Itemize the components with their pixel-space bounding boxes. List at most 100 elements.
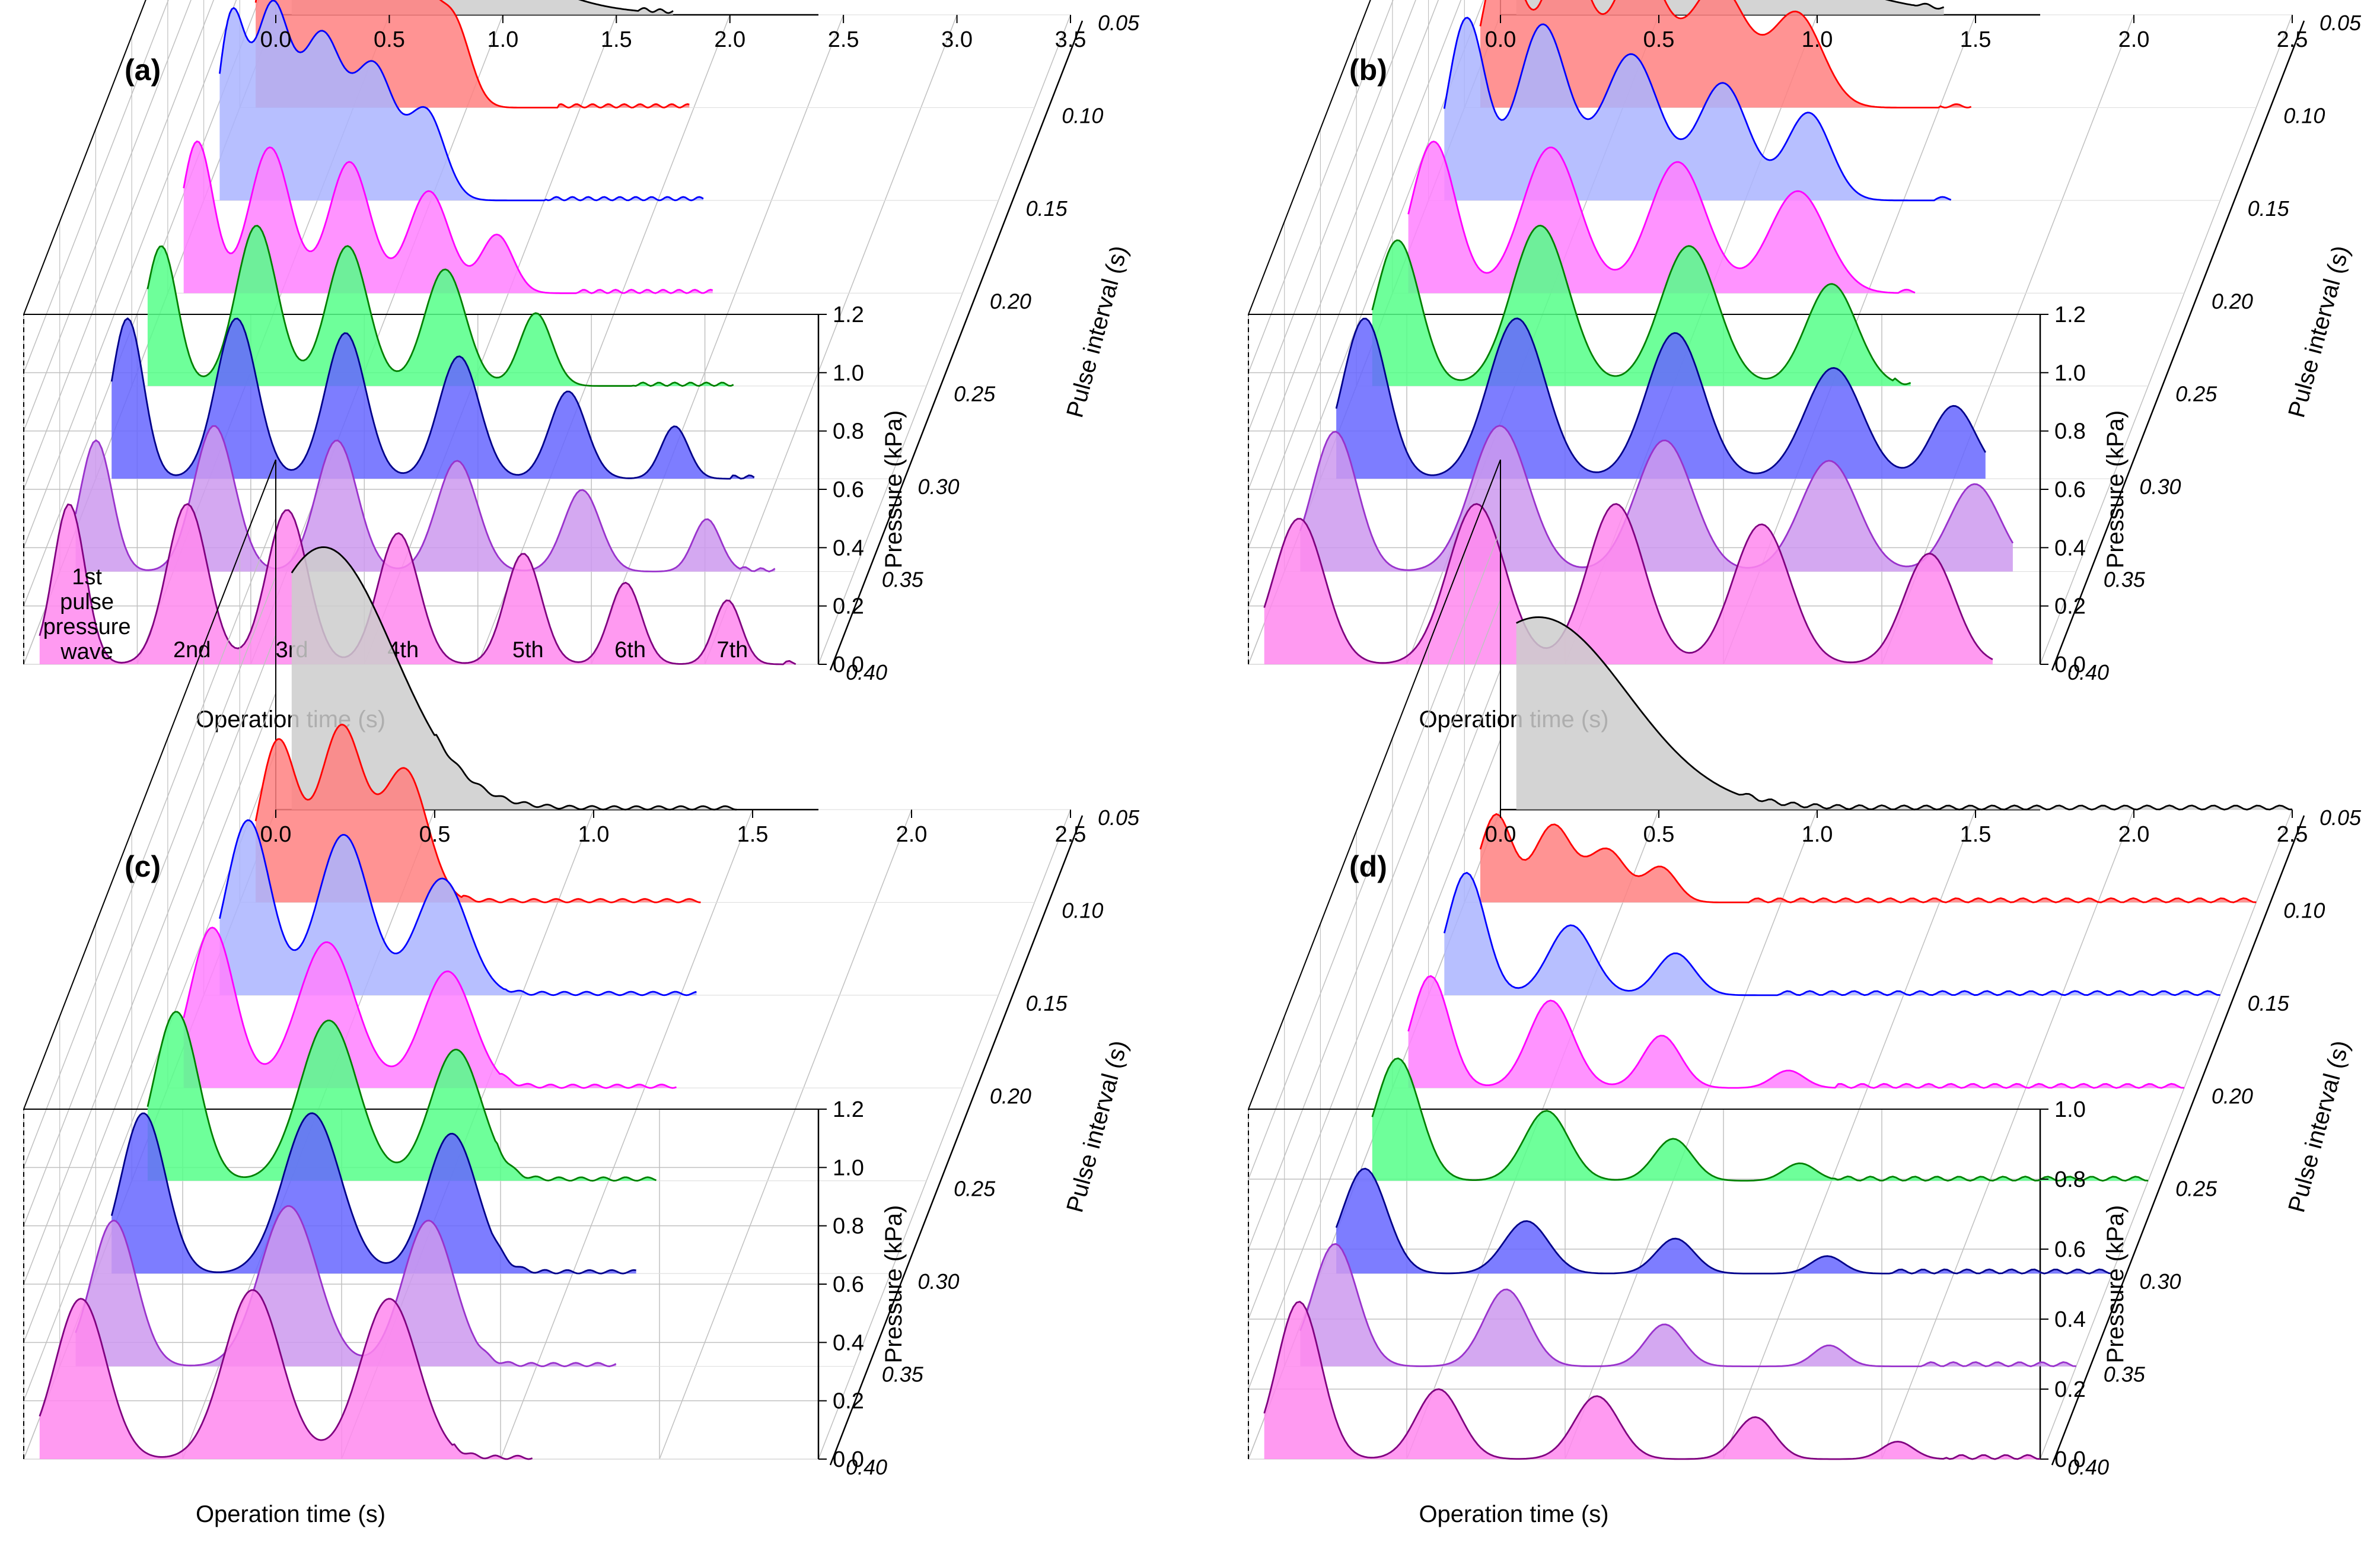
y-tick-label: 0.35	[2104, 1362, 2146, 1387]
x-axis-title: Operation time (s)	[196, 1501, 385, 1527]
grid-line	[23, 0, 215, 490]
series-line-0.10	[1479, 0, 1972, 109]
x-tick-label: 2.0	[2118, 822, 2150, 847]
series-line-0.35	[75, 1205, 617, 1368]
y-tick-label: 0.20	[990, 289, 1031, 313]
z-tick-label: 0.6	[833, 1272, 864, 1297]
series-group	[39, 0, 796, 665]
z-tick-label: 0.4	[2054, 1307, 2086, 1332]
grid-line	[1723, 809, 1976, 1460]
z-tick-label: 0.6	[2054, 1237, 2086, 1262]
z-tick-label: 0.0	[833, 1447, 864, 1472]
series-line-0.40	[39, 503, 796, 665]
grid-line	[23, 693, 276, 1343]
z-axis-title: Pressure (kPa)	[2102, 1205, 2129, 1364]
grid-line	[500, 809, 753, 1460]
series-line-0.40	[1263, 1301, 2041, 1460]
z-tick-label: 0.8	[2054, 1167, 2086, 1192]
y-axis-line	[829, 815, 1084, 1466]
series-line-0.15	[219, 819, 697, 996]
y-tick-label: 0.10	[1062, 103, 1103, 128]
ticks: 0.0 0.5 1.0 1.5 2.0 2.5 3.0 3.5 0.0 0.2 0.4 0.6 0.8 1…	[260, 11, 1140, 684]
grid-line	[818, 14, 1071, 665]
grid-line	[23, 0, 237, 548]
left-wall-top-edge	[23, 459, 276, 1110]
series-area-0.10	[1480, 0, 1971, 108]
annotation-line: pressure	[43, 614, 131, 639]
panel-d: 0.0 0.5 1.0 1.5 2.0 2.5 0.0 0.2 0.4 0.6 0.8 1.0 0.05…	[1248, 459, 2362, 1527]
grid-line	[23, 634, 276, 1285]
grid-line	[704, 14, 958, 665]
grid-line	[23, 0, 169, 373]
z-tick-label: 0.8	[2054, 419, 2086, 444]
series-line-0.15	[219, 0, 704, 202]
series-line-0.20	[183, 926, 677, 1089]
series-line-0.15	[1443, 872, 2220, 996]
grid-line	[1248, 669, 1501, 1320]
z-tick-label: 0.6	[2054, 477, 2086, 502]
grid-line	[1881, 809, 2134, 1460]
series-area-0.30	[111, 1113, 636, 1274]
series-line-0.20	[1407, 141, 1916, 294]
series-area-0.05	[291, 547, 737, 810]
ticks: 0.0 0.5 1.0 1.5 2.0 2.5 0.0 0.2 0.4 0.6 0.8 1.0 1.2 0…	[260, 805, 1140, 1479]
z-tick-label: 1.0	[833, 361, 864, 386]
x-axis-title: Operation time (s)	[1419, 1501, 1608, 1527]
left-wall-top-edge	[1248, 459, 1501, 1110]
panel-label: (d)	[1349, 850, 1387, 883]
y-tick-label: 0.05	[1098, 11, 1140, 35]
z-axis-title: Pressure (kPa)	[2102, 410, 2129, 569]
grid-line	[1248, 739, 1501, 1390]
x-tick-label: 0.0	[260, 27, 292, 52]
grid-line	[1248, 0, 1439, 490]
annotation-line: wave	[60, 639, 113, 664]
x-tick-label: 0.0	[260, 822, 292, 847]
series-line-0.25	[146, 225, 734, 387]
y-tick-label: 0.05	[2320, 11, 2362, 35]
annotation-line: 1st	[72, 565, 102, 590]
y-tick-label: 0.40	[846, 1455, 887, 1479]
grid-line	[1565, 809, 1818, 1460]
y-tick-label: 0.40	[2067, 1455, 2109, 1479]
z-tick-label: 0.0	[2054, 1447, 2086, 1472]
series-line-0.20	[183, 140, 713, 294]
series-area-0.25	[147, 225, 734, 386]
y-axis-line	[2051, 815, 2305, 1466]
x-tick-label: 2.0	[896, 822, 928, 847]
grid-line	[591, 14, 844, 665]
z-tick-label: 1.2	[833, 302, 864, 327]
y-tick-label: 0.25	[2175, 1177, 2217, 1201]
x-tick-label: 0.5	[1643, 27, 1675, 52]
z-tick-label: 0.0	[833, 652, 864, 677]
x-tick-label: 1.5	[1960, 822, 1992, 847]
y-tick-label: 0.10	[2283, 103, 2325, 128]
annotation-line: pulse	[60, 590, 114, 614]
x-tick-label: 1.0	[1802, 27, 1833, 52]
series-line-0.10	[254, 0, 690, 109]
y-axis-line	[829, 20, 1084, 671]
x-tick-label: 3.0	[941, 27, 973, 52]
grid-line	[2040, 14, 2293, 665]
left-wall-top-edge	[23, 0, 146, 315]
grid-line	[2040, 809, 2293, 1460]
grid-line	[659, 809, 912, 1460]
y-tick-label: 0.35	[882, 1362, 924, 1387]
y-tick-label: 0.20	[2212, 1084, 2253, 1108]
series-line-0.30	[1335, 1167, 2113, 1275]
z-tick-label: 0.0	[2054, 652, 2086, 677]
panel-b: 0.0 0.5 1.0 1.5 2.0 2.5 0.0 0.2 0.4 0.6 0.8 1.0 1.2 0…	[1248, 0, 2362, 733]
x-tick-label: 0.0	[1485, 27, 1516, 52]
x-tick-label: 2.5	[2277, 27, 2308, 52]
series-line-0.20	[1407, 975, 2184, 1089]
y-tick-label: 0.20	[990, 1084, 1031, 1108]
series-line-0.35	[1299, 425, 2014, 571]
series-area-0.30	[1336, 1168, 2113, 1274]
y-tick-label: 0.15	[2248, 991, 2290, 1015]
series-line-0.35	[75, 425, 776, 572]
z-tick-label: 0.2	[833, 1389, 864, 1414]
series-line-0.30	[110, 1112, 636, 1275]
series-line-0.35	[1299, 1243, 2076, 1368]
x-tick-label: 1.0	[1802, 822, 1833, 847]
x-tick-label: 1.5	[1960, 27, 1992, 52]
panel-label: (a)	[125, 53, 161, 87]
